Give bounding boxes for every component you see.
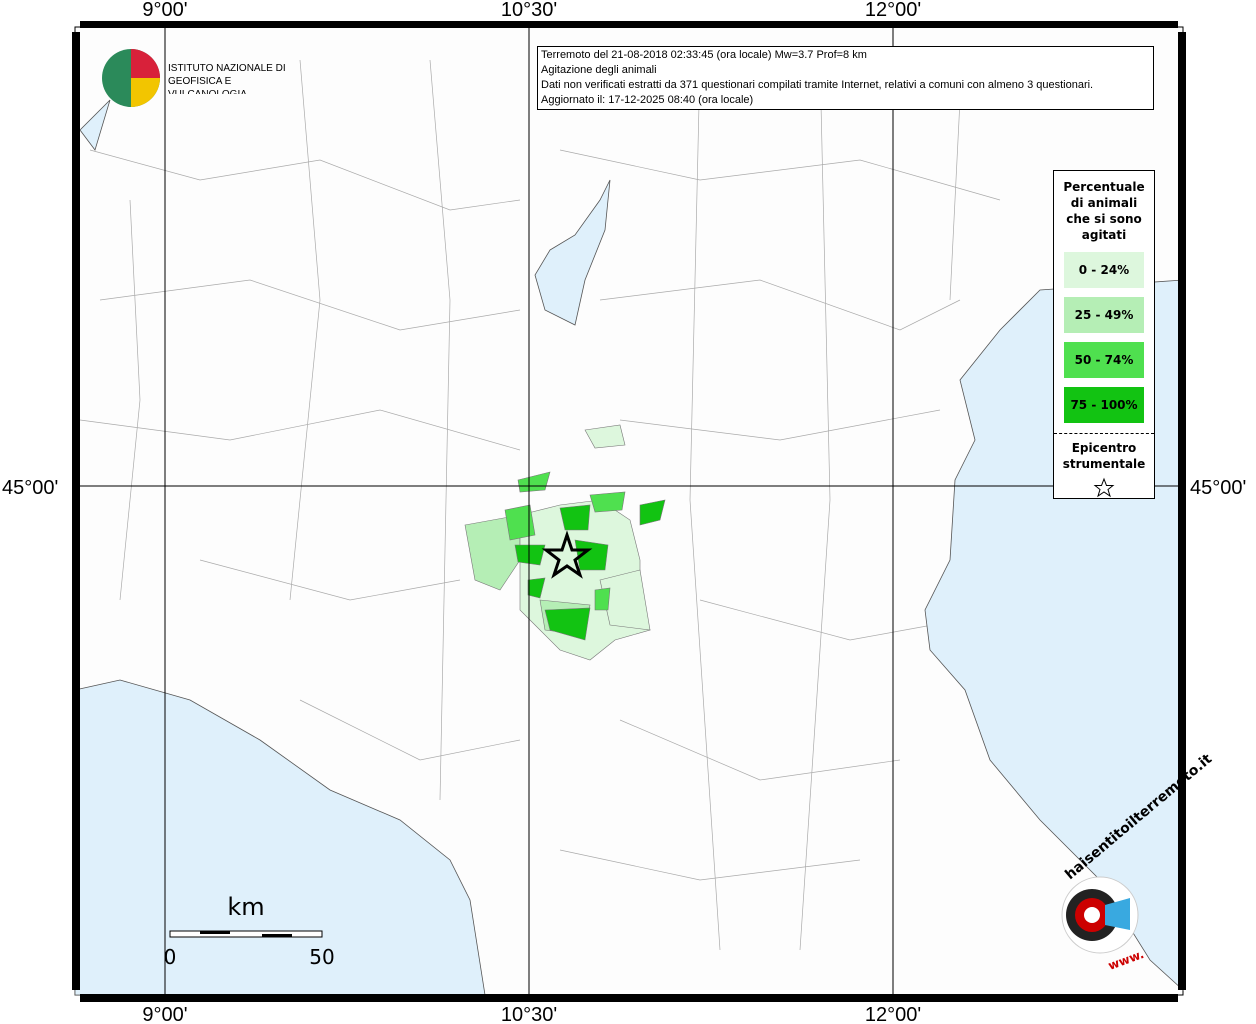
scale-bar: km 0 50 bbox=[164, 893, 335, 969]
scale-start: 0 bbox=[164, 945, 177, 969]
legend: Percentuale di animali che si sono agita… bbox=[1053, 170, 1155, 499]
legend-item: 25 - 49% bbox=[1064, 297, 1144, 333]
lon-label: 10°30' bbox=[501, 1004, 557, 1024]
graticule bbox=[75, 27, 1183, 995]
lat-label: 45°00' bbox=[1190, 477, 1246, 499]
lon-label: 9°00' bbox=[142, 1004, 187, 1024]
info-line: Terremoto del 21-08-2018 02:33:45 (ora l… bbox=[541, 49, 867, 61]
scale-end: 50 bbox=[309, 945, 334, 969]
legend-item: 50 - 74% bbox=[1064, 342, 1144, 378]
info-line: Dati non verificati estratti da 371 ques… bbox=[541, 79, 1094, 91]
lon-label: 12°00' bbox=[865, 0, 921, 21]
legend-item: 0 - 24% bbox=[1064, 252, 1144, 288]
epicenter-label: Epicentro strumentale bbox=[1062, 441, 1146, 471]
lat-label: 45°00' bbox=[2, 477, 58, 499]
info-line: Aggiornato il: 17-12-2025 08:40 (ora loc… bbox=[541, 94, 754, 106]
affected-municipalities bbox=[464, 424, 666, 661]
lon-label: 10°30' bbox=[501, 0, 557, 21]
legend-item: 75 - 100% bbox=[1064, 387, 1144, 423]
scale-unit: km bbox=[227, 893, 264, 921]
frame bbox=[72, 21, 1186, 1002]
lon-label: 9°00' bbox=[142, 0, 187, 21]
info-box: Terremoto del 21-08-2018 02:33:45 (ora l… bbox=[537, 46, 1154, 110]
lon-label: 12°00' bbox=[865, 1004, 921, 1024]
epicenter-star bbox=[541, 530, 593, 579]
boundaries bbox=[79, 59, 1001, 951]
info-line: Agitazione degli animali bbox=[541, 64, 657, 76]
legend-epicenter: Epicentro strumentale bbox=[1054, 433, 1154, 504]
ingv-logo: ISTITUTO NAZIONALE DI GEOFISICA E VULCAN… bbox=[102, 49, 286, 107]
epicenter-symbol bbox=[1093, 477, 1115, 498]
ingv-name: ISTITUTO NAZIONALE DI GEOFISICA E VULCAN… bbox=[168, 63, 286, 94]
legend-title: Percentuale di animali che si sono agita… bbox=[1063, 180, 1145, 242]
